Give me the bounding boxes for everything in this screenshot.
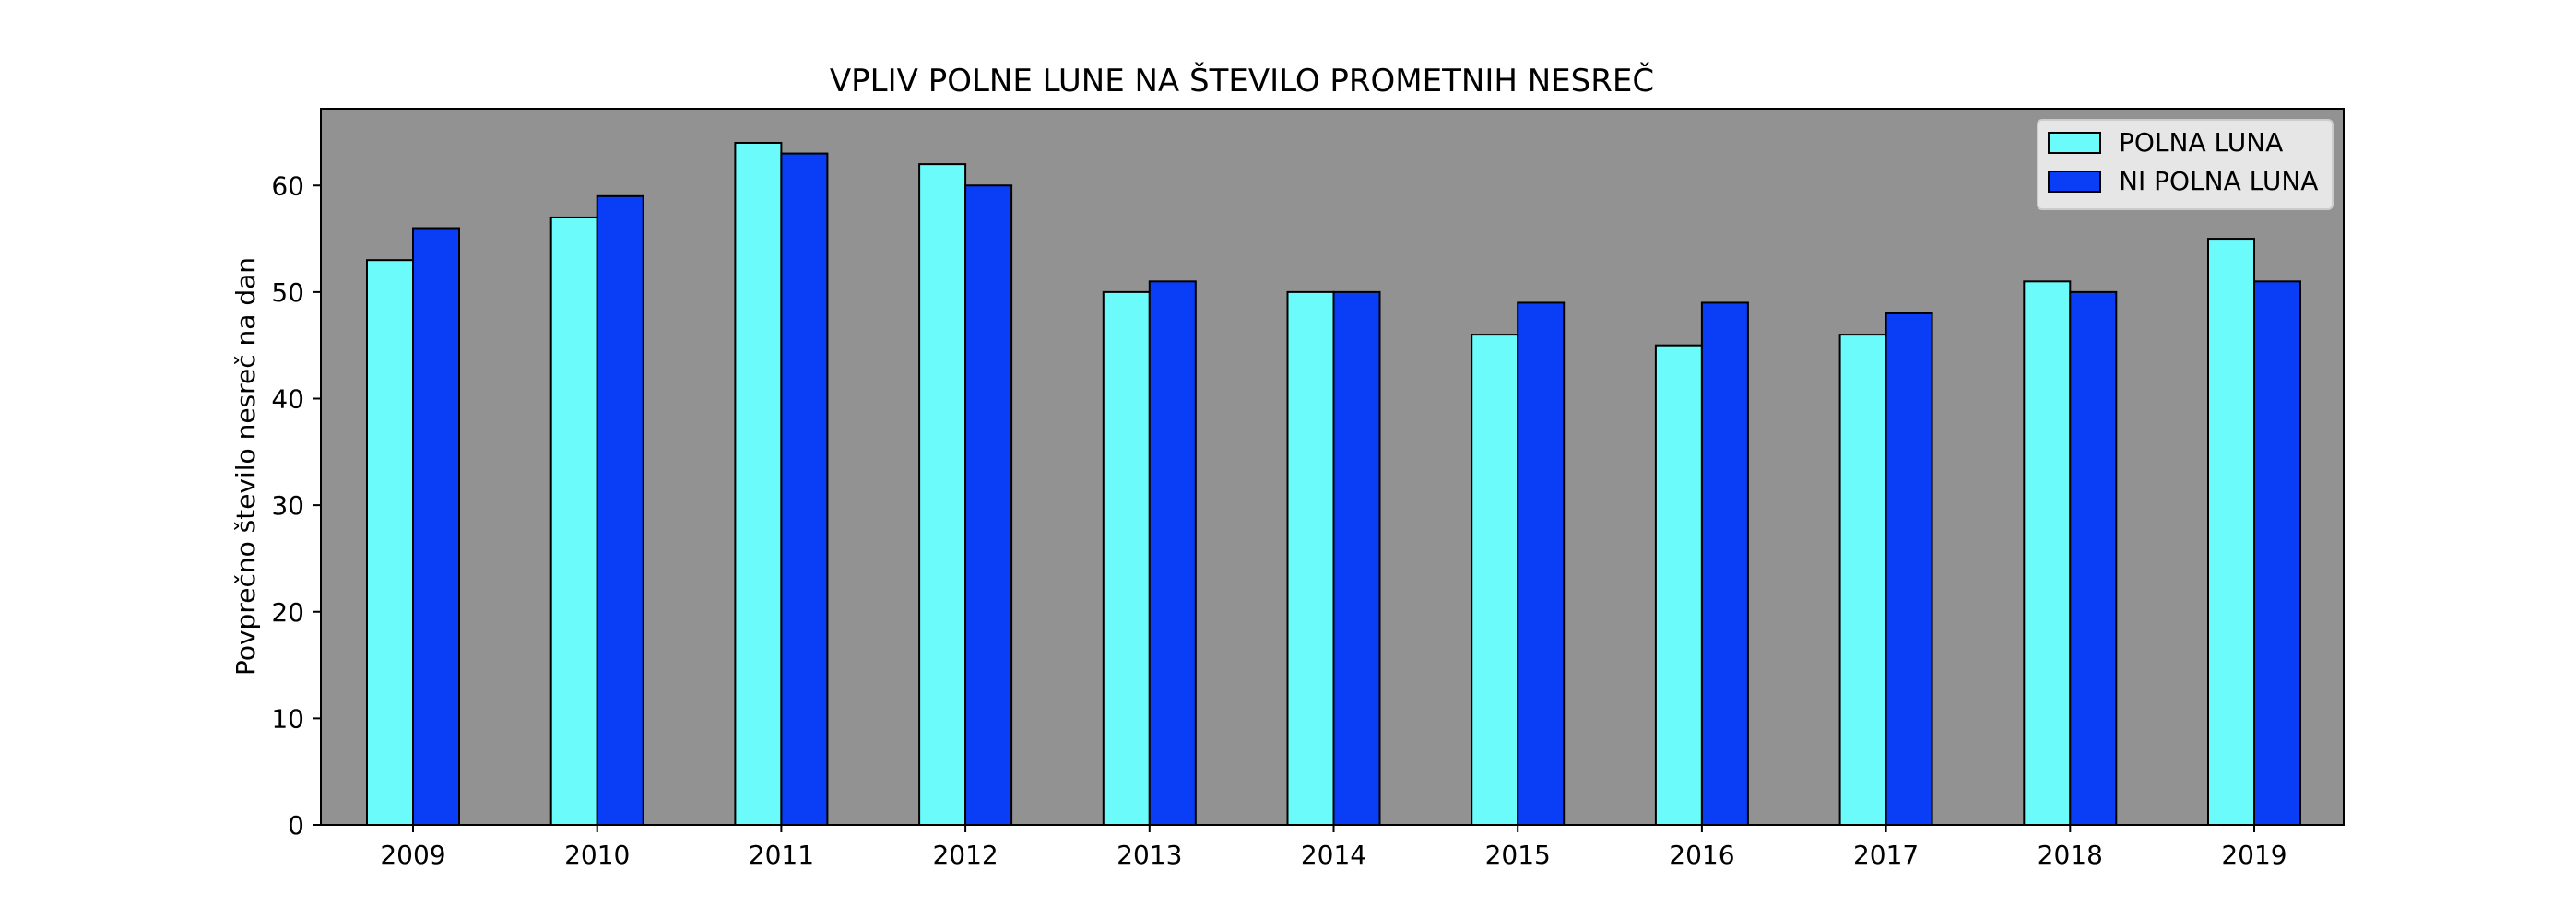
bar-polna-luna-2019	[2207, 238, 2255, 826]
chart-title: VPLIV POLNE LUNE NA ŠTEVILO PROMETNIH NE…	[830, 62, 1654, 100]
bar-polna-luna-2014	[1286, 290, 1335, 826]
bar-ni-polna-luna-2016	[1700, 301, 1749, 826]
x-axis: 2009 2010 2011 2012 2013 2014 2015 2016 2017 2018…	[380, 825, 2287, 870]
bar-ni-polna-luna-2013	[1148, 280, 1197, 826]
bar-polna-luna-2012	[918, 163, 967, 826]
legend-swatch	[2048, 132, 2101, 154]
y-axis: 0 10 20 30 40 50 60	[271, 171, 321, 841]
y-tick-label: 60	[271, 171, 304, 201]
x-tick-label: 2018	[2038, 840, 2103, 870]
x-tick-label: 2012	[932, 840, 998, 870]
bar-polna-luna-2015	[1471, 334, 1519, 826]
x-tick-label: 2016	[1669, 840, 1734, 870]
bar-ni-polna-luna-2011	[780, 152, 829, 826]
bar-ni-polna-luna-2017	[1885, 312, 1933, 826]
bar-ni-polna-luna-2019	[2253, 280, 2301, 826]
legend: POLNA LUNA NI POLNA LUNA	[2037, 119, 2334, 210]
y-axis-label: Povprečno število nesreč na dan	[230, 257, 261, 676]
legend-swatch	[2048, 171, 2101, 193]
bar-ni-polna-luna-2018	[2069, 290, 2118, 826]
bar-ni-polna-luna-2012	[964, 184, 1013, 826]
x-tick-label: 2013	[1117, 840, 1182, 870]
bar-polna-luna-2016	[1654, 344, 1703, 826]
x-tick-label: 2017	[1853, 840, 1919, 870]
y-tick-label: 0	[288, 810, 304, 841]
bar-polna-luna-2018	[2023, 280, 2072, 826]
bar-polna-luna-2009	[366, 259, 414, 826]
legend-label: POLNA LUNA	[2119, 127, 2283, 158]
x-tick-label: 2015	[1485, 840, 1551, 870]
bar-polna-luna-2017	[1838, 334, 1887, 826]
x-tick-label: 2019	[2221, 840, 2286, 870]
y-tick-label: 10	[271, 703, 304, 734]
y-tick-label: 40	[271, 384, 304, 415]
bar-polna-luna-2013	[1102, 290, 1151, 826]
bars-group	[366, 142, 2301, 826]
legend-box	[2037, 119, 2334, 210]
legend-label: NI POLNA LUNA	[2119, 166, 2318, 196]
bar-ni-polna-luna-2009	[412, 227, 460, 826]
x-tick-label: 2010	[564, 840, 630, 870]
bar-polna-luna-2011	[734, 142, 783, 826]
y-tick-label: 30	[271, 490, 304, 521]
plot-frame	[320, 108, 2345, 826]
bar-ni-polna-luna-2014	[1332, 290, 1381, 826]
bar-ni-polna-luna-2010	[596, 194, 644, 826]
x-tick-label: 2014	[1301, 840, 1366, 870]
bar-ni-polna-luna-2015	[1517, 301, 1566, 826]
bar-polna-luna-2010	[549, 216, 598, 826]
y-tick-label: 20	[271, 597, 304, 628]
y-tick-label: 50	[271, 277, 304, 308]
x-tick-label: 2009	[380, 840, 445, 870]
x-tick-label: 2011	[749, 840, 814, 870]
